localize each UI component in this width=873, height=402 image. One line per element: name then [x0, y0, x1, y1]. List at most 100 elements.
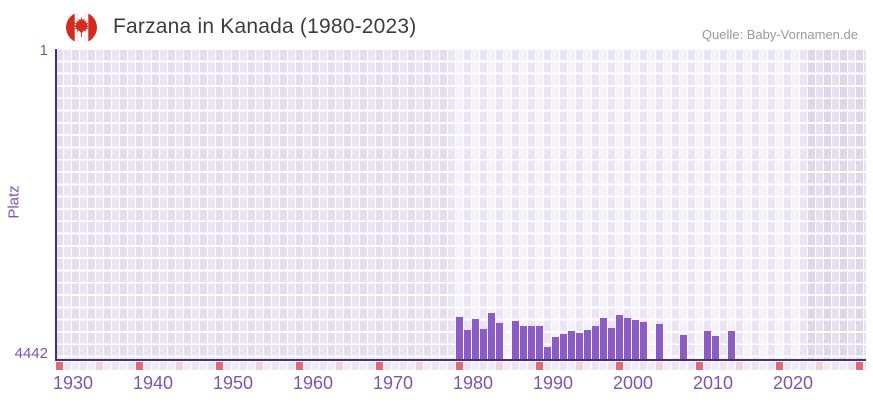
- year-marker: [56, 362, 63, 370]
- bar-1995[interactable]: [576, 332, 583, 359]
- year-marker: [520, 362, 527, 370]
- year-marker: [856, 362, 863, 370]
- page-title: Farzana in Kanada (1980-2023): [113, 15, 417, 38]
- x-tick-label-2010: 2010: [692, 373, 734, 393]
- bar-1996[interactable]: [584, 329, 591, 359]
- bar-2005[interactable]: [656, 324, 663, 359]
- bar-2001[interactable]: [624, 317, 631, 359]
- year-marker: [472, 362, 479, 370]
- bar-1988[interactable]: [520, 325, 527, 359]
- year-marker: [296, 362, 303, 370]
- year-marker: [152, 362, 159, 370]
- x-axis-line: [55, 359, 866, 361]
- year-marker: [864, 362, 866, 370]
- year-marker: [576, 362, 583, 370]
- year-marker: [648, 362, 655, 370]
- bar-1999[interactable]: [608, 327, 615, 359]
- bar-1992[interactable]: [552, 336, 559, 359]
- bar-2011[interactable]: [704, 330, 711, 359]
- background-zone: [808, 50, 866, 359]
- source-credit: Quelle: Baby-Vornamen.de: [701, 27, 858, 42]
- year-marker: [224, 362, 231, 370]
- year-marker: [304, 362, 311, 370]
- x-tick-label-2020: 2020: [772, 373, 814, 393]
- bar-1985[interactable]: [496, 322, 503, 359]
- year-marker: [568, 362, 575, 370]
- year-marker: [408, 362, 415, 370]
- year-marker: [592, 362, 599, 370]
- x-tick-label-1990: 1990: [532, 373, 574, 393]
- bar-1993[interactable]: [560, 333, 567, 359]
- year-marker: [688, 362, 695, 370]
- year-marker: [328, 362, 335, 370]
- bar-1989[interactable]: [528, 326, 535, 359]
- bar-1984[interactable]: [488, 313, 495, 359]
- year-marker: [216, 362, 223, 370]
- year-marker: [704, 362, 711, 370]
- bar-1983[interactable]: [480, 328, 487, 359]
- bar-2002[interactable]: [632, 320, 639, 359]
- bar-2012[interactable]: [712, 335, 719, 359]
- y-axis-top-tick: 1: [39, 42, 48, 59]
- year-marker: [368, 362, 375, 370]
- year-marker: [344, 362, 351, 370]
- year-marker: [840, 362, 847, 370]
- year-marker: [696, 362, 703, 370]
- year-marker: [104, 362, 111, 370]
- year-marker: [96, 362, 103, 370]
- bar-2003[interactable]: [640, 322, 647, 359]
- canada-flag-icon: [66, 12, 97, 43]
- bar-1982[interactable]: [472, 319, 479, 359]
- bar-2008[interactable]: [680, 334, 687, 359]
- year-marker: [360, 362, 367, 370]
- year-marker: [624, 362, 631, 370]
- year-marker: [376, 362, 383, 370]
- year-marker: [800, 362, 807, 370]
- bar-1991[interactable]: [544, 347, 551, 359]
- year-marker: [440, 362, 447, 370]
- year-marker: [680, 362, 687, 370]
- x-tick-label-1940: 1940: [132, 373, 174, 393]
- bar-1997[interactable]: [592, 326, 599, 359]
- year-marker: [136, 362, 143, 370]
- year-marker: [632, 362, 639, 370]
- year-marker: [464, 362, 471, 370]
- year-marker: [600, 362, 607, 370]
- year-marker: [64, 362, 71, 370]
- bar-1981[interactable]: [464, 329, 471, 359]
- bar-1987[interactable]: [512, 321, 519, 359]
- bar-2000[interactable]: [616, 315, 623, 359]
- year-marker: [424, 362, 431, 370]
- year-tick-strip: [56, 362, 866, 370]
- bar-1990[interactable]: [536, 325, 543, 359]
- year-marker: [256, 362, 263, 370]
- bar-1998[interactable]: [600, 317, 607, 359]
- bar-2014[interactable]: [728, 331, 735, 359]
- x-tick-label-1950: 1950: [212, 373, 254, 393]
- x-tick-label-1970: 1970: [372, 373, 414, 393]
- year-marker: [656, 362, 663, 370]
- year-marker: [792, 362, 799, 370]
- plot-area: [56, 50, 866, 359]
- year-marker: [336, 362, 343, 370]
- year-marker: [176, 362, 183, 370]
- year-marker: [248, 362, 255, 370]
- year-marker: [768, 362, 775, 370]
- bar-1994[interactable]: [568, 330, 575, 359]
- bar-1980[interactable]: [456, 317, 463, 359]
- year-marker: [712, 362, 719, 370]
- year-marker: [720, 362, 727, 370]
- year-marker: [488, 362, 495, 370]
- year-marker: [312, 362, 319, 370]
- year-marker: [496, 362, 503, 370]
- year-marker: [88, 362, 95, 370]
- x-tick-label-1960: 1960: [292, 373, 334, 393]
- year-marker: [552, 362, 559, 370]
- year-marker: [288, 362, 295, 370]
- year-marker: [808, 362, 815, 370]
- year-marker: [240, 362, 247, 370]
- year-marker: [480, 362, 487, 370]
- y-axis-bottom-tick: 4442: [14, 345, 48, 362]
- year-marker: [168, 362, 175, 370]
